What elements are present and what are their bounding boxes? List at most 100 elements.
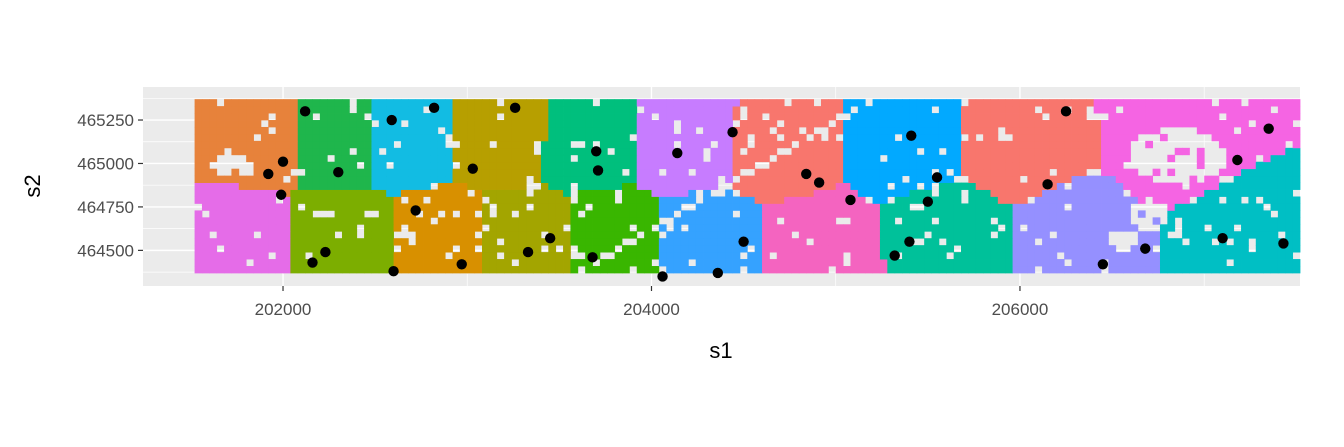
raster-cell [319, 203, 328, 211]
raster-cell [201, 120, 210, 128]
raster-cell [481, 238, 490, 246]
raster-cell [1012, 252, 1021, 260]
raster-cell [843, 147, 851, 156]
raster-cell [364, 266, 372, 274]
raster-cell [518, 189, 527, 197]
raster-cell [1019, 126, 1028, 135]
raster-cell [961, 217, 969, 225]
raster-cell [526, 147, 534, 156]
raster-cell [415, 175, 424, 183]
raster-cell [570, 175, 579, 183]
raster-cell [990, 161, 999, 170]
raster-cell [1123, 182, 1131, 190]
raster-cell [909, 106, 918, 114]
raster-cell [489, 231, 498, 239]
raster-cell [791, 113, 800, 121]
raster-cell [540, 113, 549, 121]
raster-cell [430, 231, 439, 239]
raster-cell [275, 113, 284, 121]
raster-cell [997, 266, 1006, 274]
raster-cell [349, 231, 358, 239]
raster-cell [445, 99, 453, 107]
raster-cell [1248, 133, 1257, 142]
raster-cell [194, 168, 203, 177]
raster-cell [356, 217, 365, 225]
raster-cell [231, 126, 240, 135]
raster-cell [717, 196, 726, 204]
raster-cell [894, 182, 903, 190]
raster-cell [400, 238, 409, 246]
raster-cell [666, 161, 674, 170]
raster-cell [909, 99, 918, 107]
raster-cell [872, 147, 881, 156]
raster-cell [1204, 189, 1212, 197]
raster-cell [762, 147, 770, 156]
raster-cell [938, 140, 947, 149]
raster-cell [481, 210, 490, 218]
raster-cell [423, 147, 431, 156]
raster-cell [459, 161, 468, 170]
raster-cell [732, 106, 741, 114]
raster-cell [946, 161, 955, 170]
raster-cell [540, 161, 549, 170]
raster-cell [452, 252, 461, 260]
raster-cell [1277, 161, 1286, 170]
raster-cell [1093, 266, 1102, 274]
raster-cell [1277, 252, 1286, 260]
raster-cell [563, 203, 571, 211]
raster-cell [739, 154, 748, 163]
raster-cell [791, 189, 800, 197]
raster-cell [415, 259, 424, 267]
raster-cell [1196, 266, 1205, 274]
raster-cell [710, 238, 719, 246]
raster-cell [953, 210, 962, 218]
raster-cell [1292, 196, 1301, 204]
raster-cell [1093, 147, 1102, 156]
raster-cell [961, 266, 969, 274]
raster-cell [644, 140, 652, 149]
raster-cell [857, 99, 866, 107]
raster-cell [1130, 126, 1139, 135]
raster-cell [1101, 147, 1109, 156]
raster-cell [1071, 252, 1080, 260]
raster-cell [290, 161, 299, 170]
raster-cell [341, 126, 350, 135]
raster-cell [887, 168, 896, 177]
raster-cell [1049, 189, 1058, 197]
raster-cell [238, 210, 247, 218]
sample-point [275, 189, 287, 200]
sample-point [263, 168, 274, 180]
raster-cell [1211, 126, 1220, 135]
raster-cell [297, 99, 306, 107]
raster-cell [437, 175, 446, 183]
raster-cell [872, 217, 881, 225]
raster-cell [1167, 217, 1176, 225]
raster-cell [902, 168, 910, 177]
raster-cell [1078, 133, 1087, 142]
raster-cell [290, 231, 299, 239]
raster-cell [902, 133, 910, 142]
raster-cell [990, 238, 999, 246]
raster-cell [209, 99, 218, 107]
raster-cell [658, 133, 667, 142]
raster-cell [1019, 113, 1028, 121]
raster-cell [1101, 238, 1109, 246]
raster-cell [828, 113, 837, 121]
raster-cell [489, 189, 498, 197]
raster-cell [1034, 210, 1043, 218]
raster-cell [850, 259, 859, 267]
raster-cell [1012, 210, 1021, 218]
raster-cell [563, 238, 571, 246]
raster-cell [1115, 203, 1124, 211]
sample-point [591, 146, 602, 157]
sample-point [410, 205, 421, 216]
raster-cell [835, 147, 844, 156]
raster-cell [644, 182, 652, 190]
raster-cell [474, 196, 483, 204]
raster-cell [341, 266, 350, 274]
raster-cell [820, 175, 829, 183]
raster-cell [231, 175, 240, 183]
raster-cell [570, 217, 579, 225]
raster-cell [305, 113, 313, 121]
raster-cell [1049, 182, 1058, 190]
